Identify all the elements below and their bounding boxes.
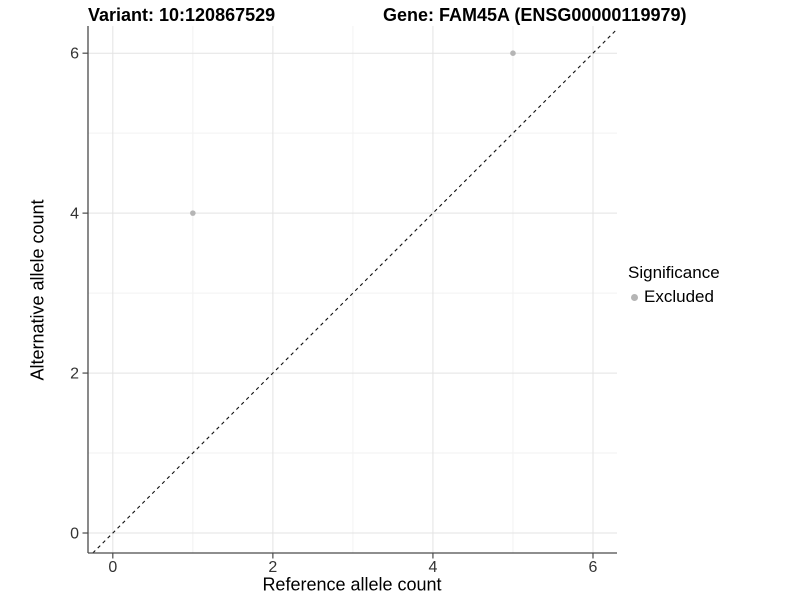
legend: Significance Excluded [628, 263, 720, 307]
plot-title-gene: Gene: FAM45A (ENSG00000119979) [383, 5, 687, 25]
y-axis-title: Alternative allele count [27, 199, 48, 381]
y-tick-label: 2 [70, 366, 79, 383]
legend-point-icon [631, 293, 638, 301]
y-tick-label: 0 [70, 526, 79, 543]
legend-item-excluded: Excluded [628, 287, 720, 307]
plot-title-variant: Variant: 10:120867529 [88, 5, 276, 25]
identity-reference-line [92, 28, 618, 554]
legend-title: Significance [628, 263, 720, 282]
data-point [190, 210, 196, 216]
data-point [510, 50, 516, 56]
x-tick-label: 0 [108, 559, 117, 576]
x-tick-label: 4 [428, 559, 437, 576]
y-tick-label: 6 [70, 46, 79, 63]
x-tick-label: 2 [268, 559, 277, 576]
x-axis-title: Reference allele count [262, 574, 442, 595]
y-tick-label: 4 [70, 206, 79, 223]
legend-item-label: Excluded [644, 287, 714, 306]
x-tick-label: 6 [589, 559, 598, 576]
